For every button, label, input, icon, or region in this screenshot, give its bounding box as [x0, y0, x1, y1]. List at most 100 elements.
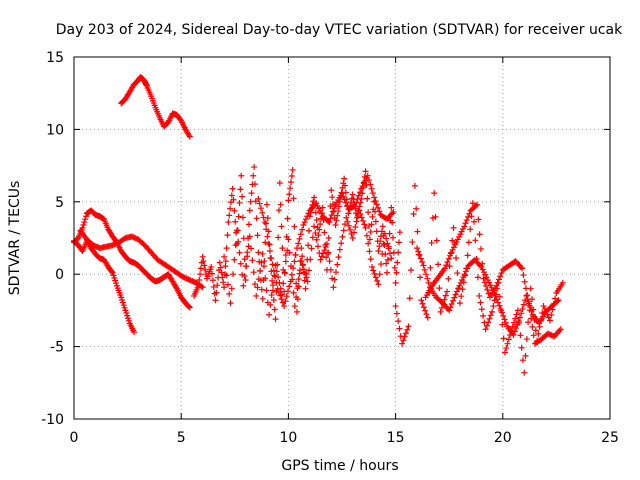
data-point-marker	[495, 276, 502, 283]
data-point-marker	[81, 219, 88, 226]
data-point-marker	[519, 357, 526, 364]
data-point-marker	[505, 336, 512, 343]
data-point-marker	[278, 223, 285, 230]
data-point-marker	[437, 308, 444, 315]
x-axis-title: GPS time / hours	[281, 458, 398, 474]
data-point-marker	[362, 224, 369, 231]
data-point-marker	[366, 248, 373, 255]
data-point-marker	[393, 310, 400, 317]
data-point-marker	[275, 234, 282, 241]
data-point-marker	[480, 275, 487, 282]
data-point-marker	[352, 223, 359, 230]
data-point-marker	[329, 194, 336, 201]
data-point-marker	[525, 319, 532, 326]
data-point-marker	[227, 300, 234, 307]
data-point-marker	[185, 303, 192, 310]
data-point-marker	[385, 245, 392, 252]
data-point-marker	[559, 279, 566, 286]
data-point-marker	[259, 250, 266, 257]
data-point-marker	[404, 326, 411, 333]
data-point-marker	[245, 221, 252, 228]
data-point-marker	[341, 175, 348, 182]
data-point-marker	[109, 269, 116, 276]
data-point-marker	[304, 213, 311, 220]
data-point-marker	[340, 193, 347, 200]
data-point-marker	[230, 271, 237, 278]
data-point-marker	[524, 296, 531, 303]
data-point-marker	[291, 303, 298, 310]
data-point-marker	[286, 249, 293, 256]
data-point-marker	[327, 215, 334, 222]
data-point-marker	[406, 295, 413, 302]
data-point-marker	[305, 227, 312, 234]
data-point-marker	[456, 282, 463, 289]
data-point-marker	[360, 180, 367, 187]
data-point-marker	[514, 321, 521, 328]
data-point-marker	[208, 263, 215, 270]
data-point-marker	[318, 253, 325, 260]
data-point-marker	[504, 340, 511, 347]
data-point-marker	[186, 133, 193, 140]
data-point-marker	[379, 250, 386, 257]
data-point-marker	[214, 282, 221, 289]
data-point-marker	[456, 233, 463, 240]
data-point-marker	[317, 256, 324, 263]
data-point-marker	[305, 242, 312, 249]
data-point-marker	[212, 297, 219, 304]
data-point-marker	[266, 241, 273, 248]
data-point-marker	[222, 263, 229, 270]
data-point-marker	[275, 289, 282, 296]
data-point-marker	[213, 289, 220, 296]
data-point-marker	[199, 284, 206, 291]
data-point-marker	[381, 230, 388, 237]
data-point-marker	[293, 294, 300, 301]
data-point-marker	[436, 285, 443, 292]
data-point-marker	[368, 221, 375, 228]
data-point-marker	[492, 293, 499, 300]
data-point-marker	[357, 189, 364, 196]
data-point-marker	[263, 201, 270, 208]
data-point-marker	[454, 270, 461, 277]
data-point-marker	[447, 252, 454, 259]
data-point-marker	[260, 214, 267, 221]
data-point-marker	[408, 267, 415, 274]
data-point-marker	[254, 232, 261, 239]
data-point-marker	[266, 248, 273, 255]
data-point-marker	[326, 258, 333, 265]
data-point-marker	[131, 329, 138, 336]
data-point-marker	[220, 279, 227, 286]
data-point-marker	[223, 272, 230, 279]
data-point-marker	[420, 304, 427, 311]
data-point-marker	[334, 261, 341, 268]
data-point-marker	[318, 210, 325, 217]
data-point-marker	[396, 239, 403, 246]
data-point-marker	[532, 327, 539, 334]
data-point-marker	[419, 300, 426, 307]
data-point-marker	[446, 307, 453, 314]
data-point-marker	[235, 213, 242, 220]
data-point-marker	[253, 292, 260, 299]
data-point-marker	[484, 286, 491, 293]
data-point-marker	[448, 249, 455, 256]
data-point-marker	[375, 281, 382, 288]
data-point-marker	[503, 345, 510, 352]
data-point-marker	[186, 304, 193, 311]
data-point-marker	[417, 255, 424, 262]
data-point-marker	[225, 219, 232, 226]
data-point-marker	[110, 272, 117, 279]
data-point-marker	[376, 208, 383, 215]
data-point-marker	[123, 310, 130, 317]
data-point-marker	[462, 268, 469, 275]
data-point-marker	[442, 292, 449, 299]
data-point-marker	[287, 185, 294, 192]
data-point-marker	[423, 271, 430, 278]
data-point-marker	[313, 217, 320, 224]
data-point-marker	[259, 209, 266, 216]
data-point-marker	[365, 240, 372, 247]
data-point-marker	[418, 297, 425, 304]
data-point-marker	[525, 300, 532, 307]
data-point-marker	[272, 316, 279, 323]
data-point-marker	[276, 179, 283, 186]
data-point-marker	[378, 228, 385, 235]
data-point-marker	[277, 201, 284, 208]
